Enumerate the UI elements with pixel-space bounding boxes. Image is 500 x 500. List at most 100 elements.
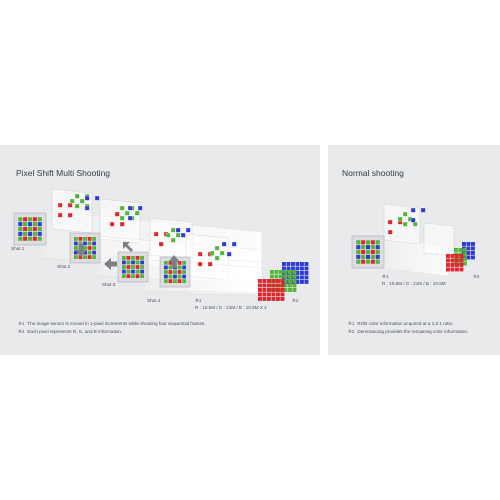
shot-4-sensor-pixel bbox=[168, 274, 173, 279]
shot-4-sensor-pixel bbox=[164, 274, 168, 279]
shot-3-sensor-pixel bbox=[122, 260, 126, 265]
shot-4-blue-pattern-cell bbox=[226, 251, 232, 257]
shot-4-blue-pattern bbox=[221, 241, 237, 257]
left-red-plane-cell bbox=[267, 288, 271, 292]
right-red-plane-cell bbox=[459, 263, 464, 267]
shot-4-sensor-pixel bbox=[177, 261, 182, 265]
shot-3-red-pattern-cell bbox=[158, 241, 164, 247]
shot-1-green-pattern-cell bbox=[74, 203, 80, 209]
shot-3-sensor-pixel bbox=[131, 256, 135, 260]
normal-blue-pattern-cell bbox=[420, 207, 426, 213]
shot-2-sensor-pixel bbox=[92, 246, 96, 250]
shot-1-red-pattern bbox=[57, 202, 73, 218]
shot-4-green-pattern-cell bbox=[214, 255, 220, 261]
normal-green-pattern bbox=[397, 211, 418, 227]
shot-4-sensor-pixel bbox=[168, 261, 173, 265]
shot-4-sensor-pixel bbox=[164, 279, 168, 283]
shot-1-sensor-pixel bbox=[32, 236, 37, 241]
shot-4-sensor-pixel bbox=[177, 279, 182, 283]
right-red-plane-cell bbox=[446, 263, 450, 267]
shot-2-sensor-pixel bbox=[87, 237, 92, 241]
left-blue-plane-cell bbox=[295, 275, 300, 280]
normal-sensor-pixel bbox=[361, 240, 366, 245]
right-note-1-mark: ※1 bbox=[348, 321, 355, 326]
right-red-plane-cell bbox=[446, 254, 450, 258]
left-note-2-text: Each pixel represents R, G, and B inform… bbox=[27, 329, 123, 334]
shot-1-sensor-pixel bbox=[37, 231, 42, 236]
left-red-plane-cell bbox=[280, 292, 285, 297]
shot-3-sensor-pixel bbox=[135, 256, 140, 260]
shot-3-sensor-pixel bbox=[126, 256, 131, 260]
left-blue-plane-cell bbox=[300, 280, 304, 284]
left-red-plane-cell bbox=[280, 279, 285, 283]
right-footnote-marker-2: ※2 bbox=[473, 274, 480, 279]
shot-1-sensor-pixel bbox=[27, 231, 33, 236]
shot-3-green-pattern-cell bbox=[170, 227, 176, 233]
left-green-plane-cell bbox=[274, 270, 279, 274]
right-green-plane-cell bbox=[463, 248, 467, 252]
shot-2-sensor-pixel bbox=[83, 250, 87, 255]
shot-2-sensor-pixel bbox=[74, 237, 78, 241]
normal-sensor bbox=[351, 235, 385, 269]
right-note-2: ※2 Demosaicing provides the remaining col… bbox=[348, 329, 468, 335]
left-note-1-mark: ※1 bbox=[18, 321, 25, 326]
normal-blue-pattern-cell bbox=[410, 217, 416, 223]
left-green-plane-cell bbox=[292, 274, 297, 279]
right-blue-plane-cell bbox=[466, 246, 471, 251]
left-green-plane-cell bbox=[292, 279, 297, 283]
right-note-1-text: RGB color information acquired at a 1:2:… bbox=[357, 321, 454, 326]
left-blue-plane-cell bbox=[304, 271, 309, 275]
shot-2-green-pattern-cell bbox=[119, 205, 125, 211]
right-note-1: ※1 RGB color information acquired at a 1:… bbox=[348, 321, 453, 327]
left-green-plane-cell bbox=[288, 288, 292, 292]
shot-3-sensor-pixel bbox=[135, 269, 140, 274]
shot-3-blue-pattern-cell bbox=[185, 227, 191, 233]
right-green-plane-cell bbox=[463, 257, 467, 261]
shot-1-sensor-pixel bbox=[37, 226, 42, 232]
shot-2-sensor-pixel bbox=[78, 237, 83, 241]
shot-3-sensor-pixel bbox=[122, 269, 126, 274]
shot-1-sensor-pixel bbox=[37, 236, 42, 241]
shot-4-sensor-pixel bbox=[182, 274, 186, 279]
shot-3-sensor-pixel bbox=[135, 260, 140, 265]
left-red-plane-cell bbox=[280, 283, 285, 288]
left-red-plane-cell bbox=[271, 283, 276, 288]
shot-2-sensor-pixel bbox=[87, 255, 92, 259]
shot-3-blue-pattern bbox=[175, 227, 191, 238]
shot-1-sensor-pixel bbox=[27, 217, 33, 222]
shot-1-sensor-pixel bbox=[32, 222, 37, 227]
left-red-plane-cell bbox=[262, 292, 267, 297]
shot-3-green-pattern-cell bbox=[165, 232, 171, 238]
shot-1-sensor-pixel bbox=[27, 226, 33, 232]
left-note-1: ※1 The image sensor is moved in 1-pixel i… bbox=[18, 321, 206, 327]
shot-2-blue-pattern-cell bbox=[127, 205, 133, 211]
right-blue-plane-cell bbox=[462, 242, 466, 246]
shot-4-green-pattern-cell bbox=[209, 250, 215, 256]
right-red-plane-cell bbox=[450, 254, 455, 258]
left-blue-plane-cell bbox=[295, 280, 300, 284]
shot-2-sensor-pixel bbox=[92, 255, 96, 259]
left-red-plane-cell bbox=[280, 297, 285, 301]
normal-glass-b bbox=[423, 222, 455, 257]
right-blue-plane-cell bbox=[466, 251, 471, 255]
right-green-plane-cell bbox=[454, 248, 458, 252]
shot-1-blue-pattern bbox=[84, 195, 100, 211]
shot-3-sensor-pixel bbox=[131, 265, 135, 269]
shot-2-red-pattern-cell bbox=[114, 211, 120, 217]
shot-2-sensor bbox=[69, 232, 101, 264]
shot-3-sensor-pixel bbox=[131, 260, 135, 265]
shot-3-sensor-pixel bbox=[122, 265, 126, 269]
normal-sensor-pixel bbox=[370, 245, 375, 250]
left-red-plane-cell bbox=[258, 279, 262, 283]
shot-4-label: Shot.4 bbox=[147, 298, 161, 303]
shot-2-green-pattern-cell bbox=[134, 210, 140, 216]
right-red-plane-cell bbox=[450, 258, 455, 263]
normal-sensor-pixel bbox=[370, 254, 375, 259]
left-red-plane-cell bbox=[280, 288, 285, 292]
left-note-2: ※2 Each pixel represents R, G, and B info… bbox=[18, 329, 122, 335]
right-red-plane-cell bbox=[446, 258, 450, 263]
left-green-plane-cell bbox=[279, 270, 283, 274]
shot-4-red-pattern-cell bbox=[197, 261, 203, 267]
left-green-plane-cell bbox=[288, 279, 292, 283]
